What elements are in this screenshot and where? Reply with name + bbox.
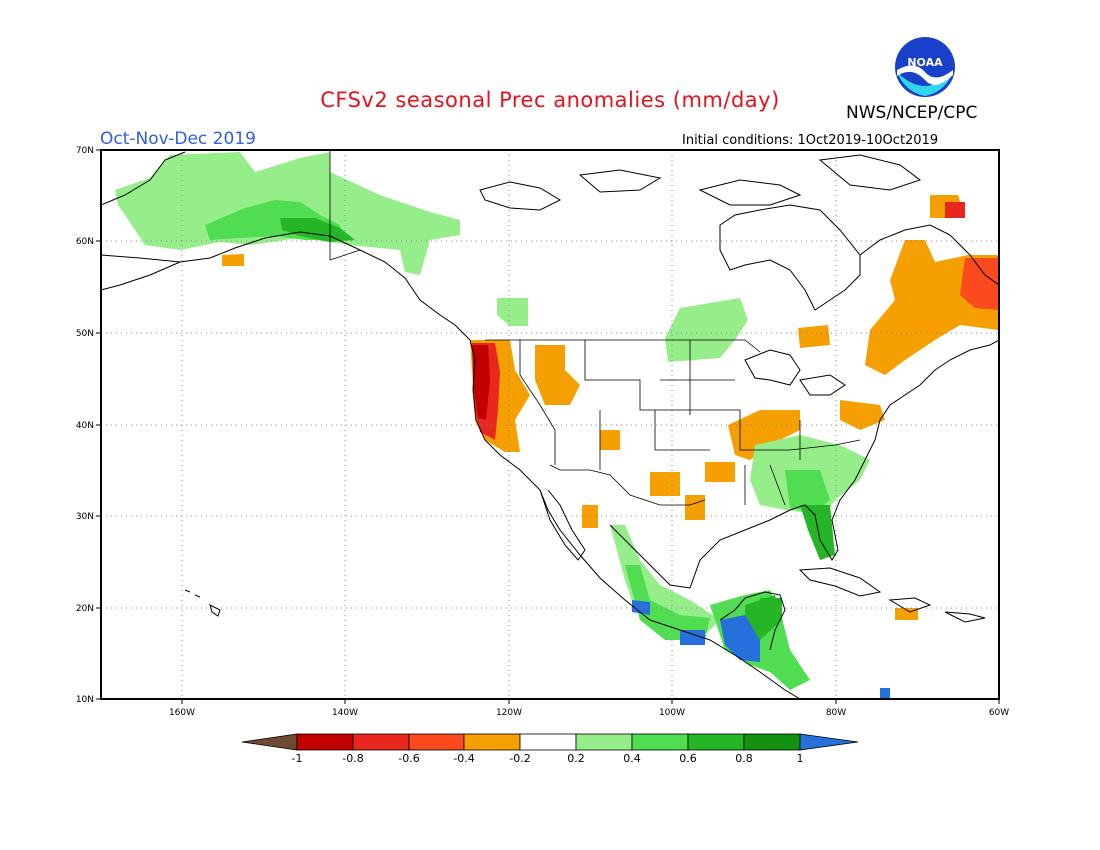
agency-label: NWS/NCEP/CPC <box>846 103 978 123</box>
colorbar-bin <box>296 733 354 751</box>
mexico-moderate-anomaly <box>625 565 710 640</box>
anomaly-field <box>115 152 998 698</box>
noaa-logo: NOAA <box>895 37 955 97</box>
colorbar-label: -0.6 <box>398 752 419 765</box>
lon-label: 160W <box>169 708 195 718</box>
lat-label: 40N <box>76 421 94 431</box>
northeast-negative-anomaly <box>840 400 885 430</box>
northern-plains-positive-anomaly <box>665 298 748 362</box>
colorbar-bin <box>463 733 521 751</box>
lon-label: 120W <box>496 708 522 718</box>
colorbar-bin <box>743 733 801 751</box>
lon-label: 140W <box>332 708 358 718</box>
colorbar: -1 -0.8 -0.6 -0.4 -0.2 0.2 0.4 0.6 0.8 1 <box>241 733 859 765</box>
initial-conditions-label: Initial conditions: 1Oct2019-10Oct2019 <box>682 133 939 148</box>
florida-positive-anomaly <box>800 505 835 560</box>
west-coast-extreme-negative-anomaly <box>472 345 490 420</box>
political-boundaries <box>329 150 861 506</box>
colorbar-bin <box>408 733 465 751</box>
latitude-labels: 10N 20N 30N 40N 50N 60N 70N <box>76 146 94 705</box>
colorbar-bin <box>631 733 689 751</box>
colorbar-label: 0.2 <box>567 752 585 765</box>
labrador-strong-negative-anomaly <box>960 258 998 310</box>
colorbar-label: 1 <box>797 752 804 765</box>
lat-label: 60N <box>76 237 94 247</box>
chart-title: CFSv2 seasonal Prec anomalies (mm/day) <box>320 88 780 112</box>
tick-marks <box>96 149 1000 704</box>
colorbar-high-arrow <box>799 733 859 751</box>
bc-positive-anomaly <box>497 298 528 326</box>
ohio-valley-negative-anomaly <box>728 410 800 460</box>
alaska-strong-anomaly <box>280 218 355 242</box>
season-label: Oct-Nov-Dec 2019 <box>100 129 256 149</box>
lat-label: 30N <box>76 512 94 522</box>
lon-label: 100W <box>659 708 685 718</box>
colorbar-label: -0.4 <box>453 752 474 765</box>
longitude-labels: 160W 140W 120W 100W 80W 60W <box>169 708 1009 718</box>
midsouth-negative-anomaly <box>705 462 735 482</box>
colorbar-label: 0.8 <box>735 752 753 765</box>
colorbar-bin <box>575 733 633 751</box>
lat-label: 20N <box>76 604 94 614</box>
colorbar-label: -0.2 <box>509 752 530 765</box>
lon-label: 80W <box>826 708 846 718</box>
venezuela-extreme-anomaly <box>880 688 890 698</box>
interior-west-negative-anomaly <box>535 345 580 405</box>
colorbar-label: 0.4 <box>623 752 641 765</box>
colorbar-bin <box>687 733 745 751</box>
central-america-extreme-anomaly <box>720 615 760 662</box>
southern-plains-negative-anomaly <box>650 472 680 496</box>
colorbar-bin <box>352 733 410 751</box>
lat-label: 70N <box>76 146 94 156</box>
colorbar-bin <box>519 733 577 751</box>
colorbar-label: -1 <box>292 752 303 765</box>
lat-label: 50N <box>76 329 94 339</box>
great-basin-negative-anomaly <box>600 430 620 450</box>
baja-negative-anomaly <box>582 505 598 528</box>
coastlines <box>101 151 999 699</box>
southeast-moderate-anomaly <box>785 470 830 512</box>
lon-label: 60W <box>989 708 1009 718</box>
colorbar-label: -0.8 <box>342 752 363 765</box>
baffin-strong-negative-anomaly <box>945 202 965 218</box>
mexico-guerrero-extreme-anomaly <box>680 630 705 645</box>
noaa-logo-text: NOAA <box>907 56 943 69</box>
lat-label: 10N <box>76 695 94 705</box>
quebec-negative-anomaly <box>798 325 830 348</box>
colorbar-label: 0.6 <box>679 752 697 765</box>
alaska-negative-anomaly <box>222 254 244 266</box>
colorbar-low-arrow <box>241 733 298 751</box>
